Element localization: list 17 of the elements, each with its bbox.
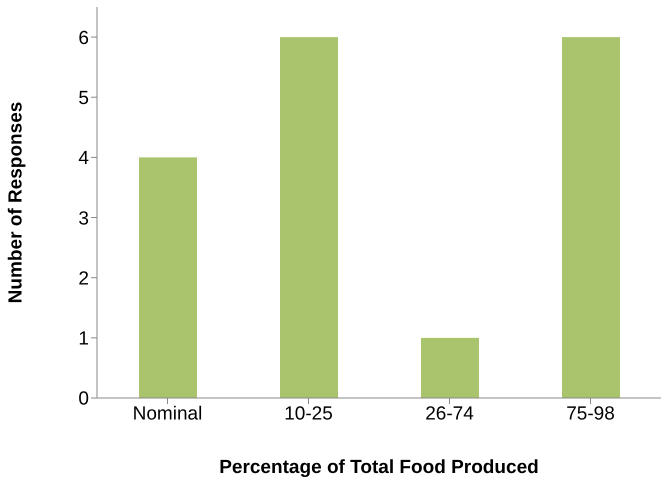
y-tick-label: 4 [78, 148, 90, 170]
x-tick-label: Nominal [132, 403, 202, 424]
y-tick-label: 3 [78, 208, 89, 230]
y-tick-label: 0 [78, 388, 89, 410]
bar [562, 37, 620, 398]
bar [139, 157, 197, 398]
x-tick-label: 26-74 [425, 403, 474, 424]
x-axis-title: Percentage of Total Food Produced [219, 457, 539, 478]
x-tick-label: 10-25 [284, 403, 333, 424]
bar [421, 338, 479, 398]
y-tick-label: 5 [78, 88, 89, 109]
y-tick-label: 6 [78, 28, 89, 49]
y-tick-label: 2 [78, 268, 89, 290]
y-axis-title: Number of Responses [6, 102, 27, 304]
x-tick-label: 75-98 [566, 403, 615, 424]
y-tick-label: 1 [78, 328, 89, 350]
bar [280, 37, 338, 398]
